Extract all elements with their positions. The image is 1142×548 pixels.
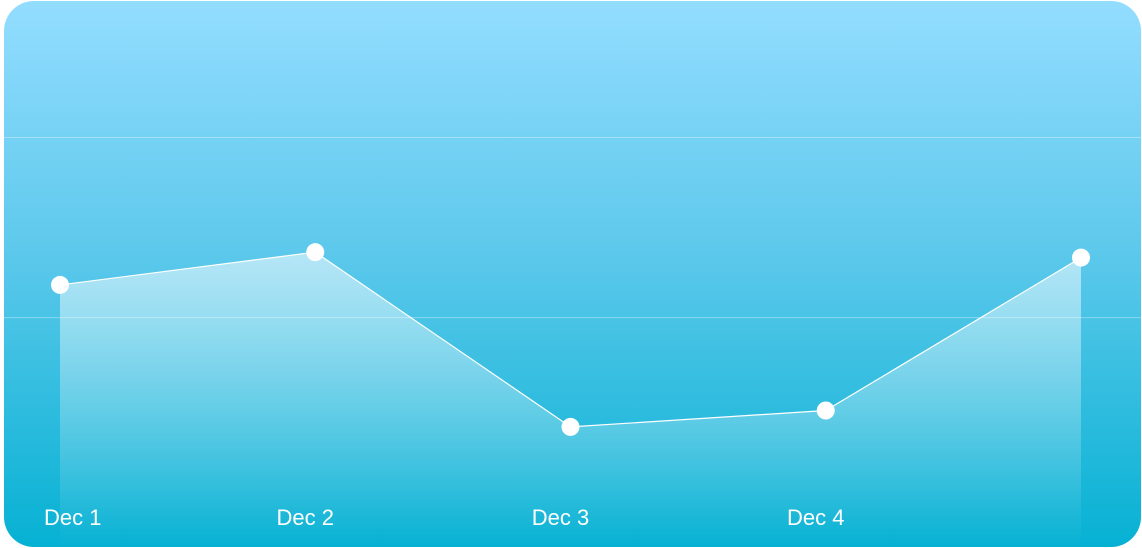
series-area: [60, 252, 1081, 547]
chart-card: Dec 1 Dec 2 Dec 3 Dec 4: [4, 1, 1141, 547]
x-tick-label: Dec 1: [44, 505, 101, 530]
data-point[interactable]: [51, 275, 69, 294]
data-point[interactable]: [561, 417, 580, 436]
x-tick-label: Dec 4: [787, 505, 844, 530]
x-tick-label: Dec 2: [277, 505, 334, 530]
data-point[interactable]: [306, 243, 325, 262]
data-point[interactable]: [1072, 248, 1090, 267]
data-point[interactable]: [816, 401, 835, 420]
area-chart: Dec 1 Dec 2 Dec 3 Dec 4: [4, 137, 1141, 547]
x-tick-label: Dec 3: [532, 505, 589, 530]
